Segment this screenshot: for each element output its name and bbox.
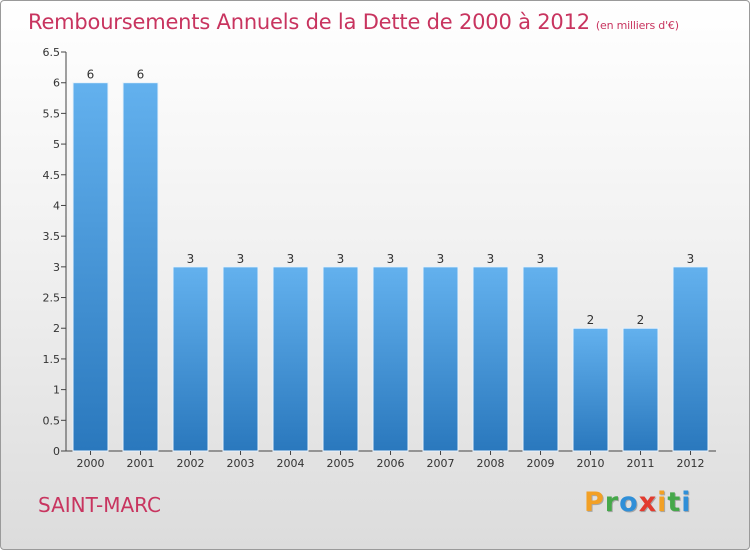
logo-letter: i xyxy=(681,487,692,518)
bar xyxy=(422,266,459,452)
data-label: 3 xyxy=(487,252,495,266)
x-tick-label: 2003 xyxy=(227,457,255,470)
data-label: 3 xyxy=(237,252,245,266)
bar xyxy=(72,82,109,452)
y-tick-label: 0 xyxy=(53,445,60,458)
logo-letter: t xyxy=(667,487,682,518)
y-tick-label: 2.5 xyxy=(43,292,61,305)
data-label: 3 xyxy=(437,252,445,266)
x-tick-label: 2010 xyxy=(577,457,605,470)
x-tick-label: 2012 xyxy=(677,457,705,470)
x-tick-label: 2006 xyxy=(377,457,405,470)
logo-letter: P xyxy=(584,487,605,518)
data-label: 3 xyxy=(187,252,195,266)
chart-title-text: Remboursements Annuels de la Dette de 20… xyxy=(28,10,590,34)
data-label: 3 xyxy=(387,252,395,266)
chart-title: Remboursements Annuels de la Dette de 20… xyxy=(28,10,679,34)
x-tick-label: 2008 xyxy=(477,457,505,470)
logo-letter: r xyxy=(604,487,620,518)
y-tick-label: 1.5 xyxy=(43,353,61,366)
x-tick-label: 2001 xyxy=(127,457,155,470)
x-tick-label: 2002 xyxy=(177,457,205,470)
bar xyxy=(522,266,559,452)
bar xyxy=(672,266,709,452)
y-tick-label: 4 xyxy=(53,199,60,212)
bar xyxy=(122,82,159,452)
logo-letter: x xyxy=(638,487,658,518)
y-tick-label: 0.5 xyxy=(43,414,61,427)
bar xyxy=(322,266,359,452)
x-tick-label: 2005 xyxy=(327,457,355,470)
proxiti-logo: Proxiti xyxy=(584,487,692,518)
y-tick-label: 5.5 xyxy=(43,107,61,120)
data-label: 2 xyxy=(587,313,595,327)
x-tick-label: 2009 xyxy=(527,457,555,470)
data-label: 3 xyxy=(687,252,695,266)
data-label: 2 xyxy=(637,313,645,327)
bar xyxy=(572,327,609,452)
location-label: SAINT-MARC xyxy=(38,493,162,517)
data-label: 6 xyxy=(137,68,145,82)
bar xyxy=(222,266,259,452)
data-label: 6 xyxy=(87,68,95,82)
bar xyxy=(272,266,309,452)
x-tick-label: 2011 xyxy=(627,457,655,470)
x-tick-label: 2004 xyxy=(277,457,305,470)
bar xyxy=(622,327,659,452)
data-label: 3 xyxy=(537,252,545,266)
logo-letter: o xyxy=(619,487,639,518)
y-tick-label: 3 xyxy=(53,261,60,274)
y-tick-label: 1 xyxy=(53,384,60,397)
y-tick-label: 6 xyxy=(53,77,60,90)
bar xyxy=(172,266,209,452)
x-tick-label: 2007 xyxy=(427,457,455,470)
y-tick-label: 6.5 xyxy=(43,46,61,59)
y-tick-label: 5 xyxy=(53,138,60,151)
bar xyxy=(372,266,409,452)
y-tick-label: 3.5 xyxy=(43,230,61,243)
chart-subtitle: (en milliers d'€) xyxy=(595,19,679,32)
logo-letter: i xyxy=(657,487,668,518)
bar xyxy=(472,266,509,452)
y-tick-label: 2 xyxy=(53,322,60,335)
data-label: 3 xyxy=(337,252,345,266)
x-tick-label: 2000 xyxy=(77,457,105,470)
y-tick-label: 4.5 xyxy=(43,169,61,182)
data-label: 3 xyxy=(287,252,295,266)
